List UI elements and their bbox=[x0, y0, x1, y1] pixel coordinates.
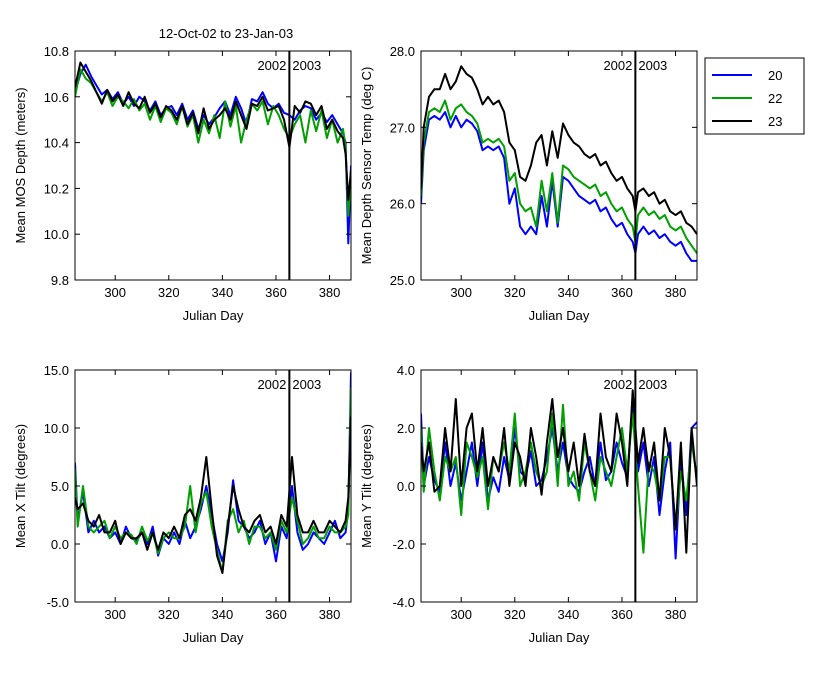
ytilt-y-axis-label: Mean Y Tilt (degrees) bbox=[359, 424, 374, 548]
depth-year-label-left: 2002 bbox=[257, 58, 286, 73]
ytilt-y-tick-label: 0.0 bbox=[397, 479, 415, 494]
temp-y-tick-label: 25.0 bbox=[390, 273, 415, 288]
temp-series-line-22 bbox=[421, 99, 697, 254]
xtilt-y-axis-label: Mean X Tilt (degrees) bbox=[13, 424, 28, 548]
temp-series-line-23 bbox=[421, 65, 697, 235]
temp-year-label-left: 2002 bbox=[603, 58, 632, 73]
depth-y-tick-label: 10.8 bbox=[44, 44, 69, 59]
legend-box bbox=[704, 57, 805, 135]
ytilt-year-label-left: 2002 bbox=[603, 377, 632, 392]
xtilt-y-tick-label: 15.0 bbox=[44, 363, 69, 378]
temp-y-axis-label: Mean Depth Sensor Temp (deg C) bbox=[359, 67, 374, 265]
depth-x-tick-label: 380 bbox=[319, 285, 341, 300]
xtilt-y-tick-label: -5.0 bbox=[47, 595, 69, 610]
ytilt-y-tick-label: -2.0 bbox=[393, 537, 415, 552]
temp-y-tick-label: 27.0 bbox=[390, 120, 415, 135]
xtilt-series-line-23 bbox=[75, 416, 351, 574]
ytilt-year-label-right: 2003 bbox=[638, 377, 667, 392]
temp-x-axis-label: Julian Day bbox=[529, 308, 590, 323]
temp-axes-frame bbox=[420, 50, 698, 281]
ytilt-x-tick-label: 380 bbox=[665, 607, 687, 622]
depth-y-tick-label: 10.0 bbox=[44, 227, 69, 242]
temp-x-tick-label: 340 bbox=[558, 285, 580, 300]
depth-series-line-23 bbox=[75, 61, 351, 201]
ytilt-x-tick-label: 340 bbox=[558, 607, 580, 622]
legend-label-23: 23 bbox=[768, 114, 782, 129]
depth-axes-frame bbox=[74, 50, 352, 281]
figure-title: 12-Oct-02 to 23-Jan-03 bbox=[159, 26, 293, 41]
legend: 20 22 23 bbox=[704, 57, 805, 135]
depth-y-tick-label: 10.2 bbox=[44, 181, 69, 196]
xtilt-y-tick-label: 5.0 bbox=[51, 479, 69, 494]
xtilt-x-tick-label: 320 bbox=[158, 607, 180, 622]
xtilt-x-tick-label: 360 bbox=[265, 607, 287, 622]
temp-x-tick-label: 320 bbox=[504, 285, 526, 300]
depth-panel: 2002 2003 300 320 340 360 380 9.8 10.0 10.2 10.4 10… bbox=[13, 44, 352, 323]
xtilt-year-label-left: 2002 bbox=[257, 377, 286, 392]
depth-x-tick-label: 340 bbox=[212, 285, 234, 300]
temp-y-tick-label: 26.0 bbox=[390, 197, 415, 212]
depth-y-tick-label: 10.4 bbox=[44, 136, 69, 151]
ytilt-series-line-23 bbox=[421, 389, 697, 554]
ytilt-y-tick-label: 2.0 bbox=[397, 421, 415, 436]
depth-y-tick-label: 10.6 bbox=[44, 90, 69, 105]
depth-x-tick-label: 320 bbox=[158, 285, 180, 300]
ytilt-y-tick-label: -4.0 bbox=[393, 595, 415, 610]
legend-label-22: 22 bbox=[768, 91, 782, 106]
depth-y-axis-label: Mean MOS Depth (meters) bbox=[13, 87, 28, 243]
temp-x-tick-label: 380 bbox=[665, 285, 687, 300]
temperature-panel: 2002 2003 300 320 340 360 380 25.0 26.0 27.0 28.0 J… bbox=[359, 44, 698, 323]
xtilt-y-tick-label: 0.0 bbox=[51, 537, 69, 552]
ytilt-x-tick-label: 360 bbox=[611, 607, 633, 622]
temp-x-tick-label: 360 bbox=[611, 285, 633, 300]
depth-y-tick-label: 9.8 bbox=[51, 273, 69, 288]
x-tilt-panel: 2002 2003 300 320 340 360 380 -5.0 0.0 5.0 10.0 15.… bbox=[13, 363, 352, 645]
xtilt-year-label-right: 2003 bbox=[292, 377, 321, 392]
ytilt-y-tick-label: 4.0 bbox=[397, 363, 415, 378]
y-tilt-panel: 2002 2003 300 320 340 360 380 -4.0 -2.0 0.0 2.0 4.0… bbox=[359, 363, 698, 645]
xtilt-x-tick-label: 380 bbox=[319, 607, 341, 622]
temp-year-label-right: 2003 bbox=[638, 58, 667, 73]
xtilt-y-tick-label: 10.0 bbox=[44, 421, 69, 436]
temp-y-tick-label: 28.0 bbox=[390, 44, 415, 59]
legend-label-20: 20 bbox=[768, 68, 782, 83]
temp-x-tick-label: 300 bbox=[450, 285, 472, 300]
ytilt-x-tick-label: 300 bbox=[450, 607, 472, 622]
depth-x-tick-label: 300 bbox=[104, 285, 126, 300]
ytilt-x-axis-label: Julian Day bbox=[529, 630, 590, 645]
depth-x-tick-label: 360 bbox=[265, 285, 287, 300]
xtilt-x-tick-label: 340 bbox=[212, 607, 234, 622]
depth-series-line-22 bbox=[75, 68, 351, 217]
depth-year-label-right: 2003 bbox=[292, 58, 321, 73]
xtilt-x-axis-label: Julian Day bbox=[183, 630, 244, 645]
ytilt-x-tick-label: 320 bbox=[504, 607, 526, 622]
xtilt-x-tick-label: 300 bbox=[104, 607, 126, 622]
depth-x-axis-label: Julian Day bbox=[183, 308, 244, 323]
